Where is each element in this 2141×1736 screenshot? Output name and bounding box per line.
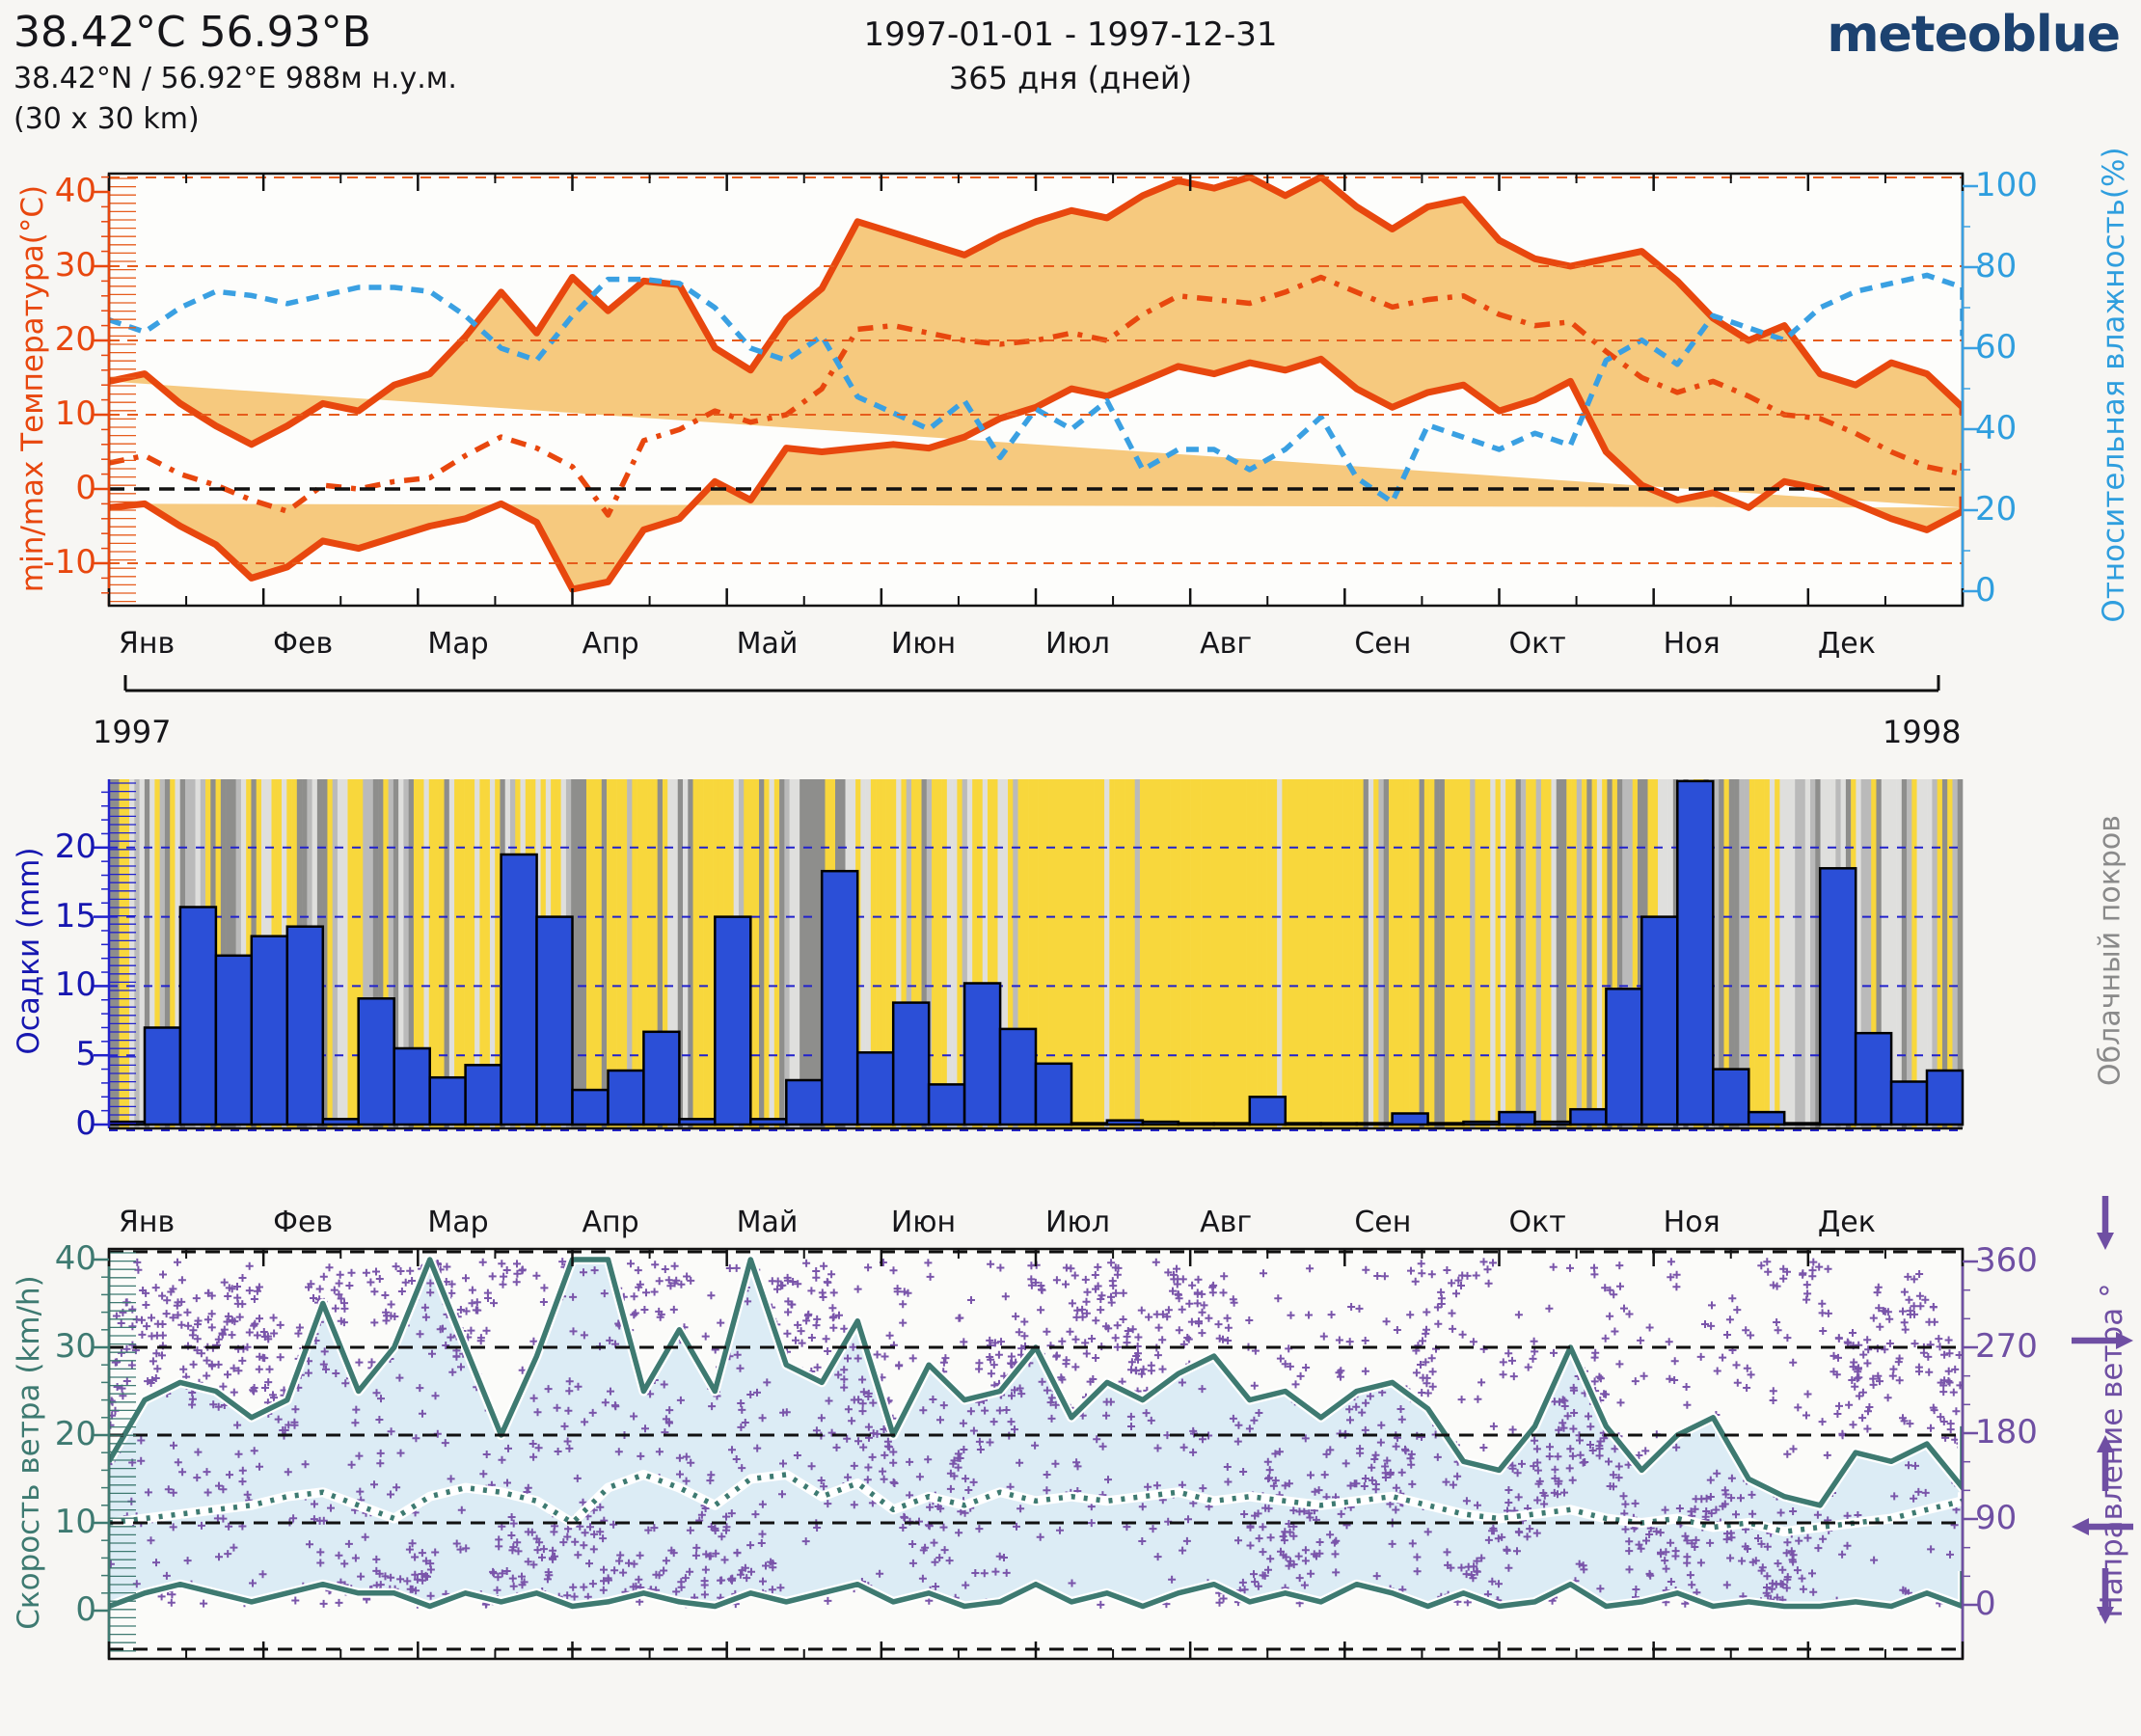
winddirection-tick-label: 0 xyxy=(1975,1585,1996,1623)
month-label-wind: Май xyxy=(736,1206,799,1239)
month-label-wind: Ноя xyxy=(1663,1206,1721,1239)
winddirection-tick-label: 360 xyxy=(1975,1241,2038,1280)
month-label-wind: Окт xyxy=(1508,1206,1566,1239)
month-label-wind: Июн xyxy=(890,1206,957,1239)
year-end-label: 1998 xyxy=(1883,714,1962,750)
month-label-top: Окт xyxy=(1508,627,1566,661)
date-range: 1997-01-01 - 1997-12-31 xyxy=(863,15,1278,54)
meteoblue-logo: meteoblue xyxy=(1827,6,2121,64)
humidity-axis-title: Относительная влажность(%) xyxy=(2097,147,2131,623)
month-label-top: Янв xyxy=(119,627,176,661)
month-label-wind: Июл xyxy=(1045,1206,1110,1239)
temp-tick-label: 30 xyxy=(54,246,96,285)
winddirection-axis-title: Направление ветра ° xyxy=(2095,1283,2129,1618)
precip-tick-label: 20 xyxy=(54,827,96,866)
days-count: 365 дня (дней) xyxy=(948,60,1193,96)
temp-tick-label: 20 xyxy=(54,320,96,359)
windspeed-tick-label: 0 xyxy=(75,1590,96,1629)
month-label-wind: Мар xyxy=(427,1206,489,1239)
month-label-top: Ноя xyxy=(1663,627,1721,661)
month-label-top: Июн xyxy=(890,627,957,661)
month-label-wind: Фев xyxy=(273,1206,334,1239)
month-label-wind: Авг xyxy=(1200,1206,1253,1239)
precip-tick-label: 0 xyxy=(75,1104,96,1143)
precip-tick-label: 15 xyxy=(54,896,96,936)
month-label-top: Июл xyxy=(1045,627,1110,661)
month-label-top: Май xyxy=(736,627,799,661)
year-start-label: 1997 xyxy=(93,714,172,750)
winddirection-tick-label: 90 xyxy=(1975,1499,2018,1537)
humidity-tick-label: 80 xyxy=(1975,247,2018,285)
month-label-wind: Апр xyxy=(582,1206,639,1239)
month-label-top: Фев xyxy=(273,627,334,661)
humidity-tick-label: 20 xyxy=(1975,490,2018,529)
precip-axis-title: Осадки (mm) xyxy=(12,847,46,1055)
windspeed-tick-label: 20 xyxy=(54,1415,96,1453)
precip-tick-label: 10 xyxy=(54,965,96,1005)
windspeed-tick-label: 30 xyxy=(54,1327,96,1366)
windspeed-tick-label: 10 xyxy=(54,1503,96,1541)
humidity-tick-label: 60 xyxy=(1975,328,2018,366)
winddirection-tick-label: 270 xyxy=(1975,1327,2038,1366)
month-label-wind: Янв xyxy=(119,1206,176,1239)
month-label-wind: Дек xyxy=(1817,1206,1876,1239)
windspeed-tick-label: 40 xyxy=(54,1239,96,1278)
precip-tick-label: 5 xyxy=(75,1035,96,1074)
temp-tick-label: 40 xyxy=(54,172,96,210)
month-label-top: Мар xyxy=(427,627,489,661)
month-label-top: Апр xyxy=(582,627,639,661)
winddirection-tick-label: 180 xyxy=(1975,1413,2038,1451)
temp-tick-label: 0 xyxy=(75,469,96,507)
month-label-wind: Сен xyxy=(1354,1206,1412,1239)
humidity-tick-label: 0 xyxy=(1975,571,1996,610)
grid-resolution: (30 x 30 km) xyxy=(14,102,200,136)
humidity-tick-label: 40 xyxy=(1975,409,2018,448)
temp-tick-label: -10 xyxy=(42,543,96,582)
coordinates-elevation: 38.42°N / 56.92°E 988м н.у.м. xyxy=(14,62,457,95)
temp-tick-label: 10 xyxy=(54,394,96,433)
month-label-top: Сен xyxy=(1354,627,1412,661)
month-label-top: Дек xyxy=(1817,627,1876,661)
month-label-top: Авг xyxy=(1200,627,1253,661)
humidity-tick-label: 100 xyxy=(1975,166,2038,204)
page-title: 38.42°C 56.93°B xyxy=(14,8,371,57)
cloudcover-axis-title: Облачный покров xyxy=(2093,815,2127,1086)
